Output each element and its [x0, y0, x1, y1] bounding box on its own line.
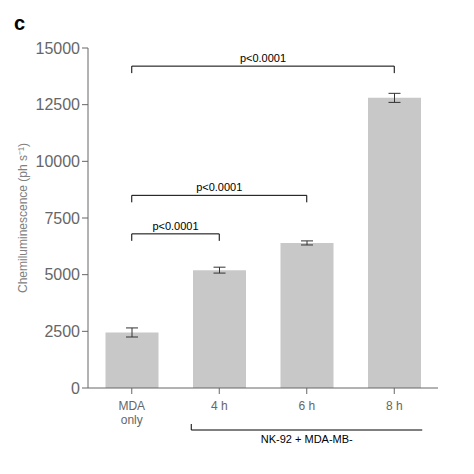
- svg-text:p<0.0001: p<0.0001: [152, 220, 198, 232]
- svg-text:NK-92 + MDA-MB-: NK-92 + MDA-MB-: [261, 433, 353, 445]
- svg-text:2500: 2500: [44, 323, 80, 340]
- svg-text:6 h: 6 h: [298, 399, 315, 413]
- svg-text:5000: 5000: [44, 266, 80, 283]
- svg-text:Chemiluminescence (ph s⁻¹): Chemiluminescence (ph s⁻¹): [16, 143, 30, 293]
- svg-text:0: 0: [71, 380, 80, 397]
- svg-text:8 h: 8 h: [386, 399, 403, 413]
- svg-text:p<0.0001: p<0.0001: [240, 52, 286, 64]
- svg-text:MDAonly: MDAonly: [118, 399, 145, 427]
- svg-text:10000: 10000: [36, 153, 81, 170]
- svg-text:15000: 15000: [36, 40, 81, 57]
- svg-text:7500: 7500: [44, 210, 80, 227]
- svg-text:4 h: 4 h: [211, 399, 228, 413]
- html-text:c: c: [14, 12, 26, 34]
- svg-text:12500: 12500: [36, 96, 81, 113]
- svg-text:p<0.0001: p<0.0001: [196, 181, 242, 193]
